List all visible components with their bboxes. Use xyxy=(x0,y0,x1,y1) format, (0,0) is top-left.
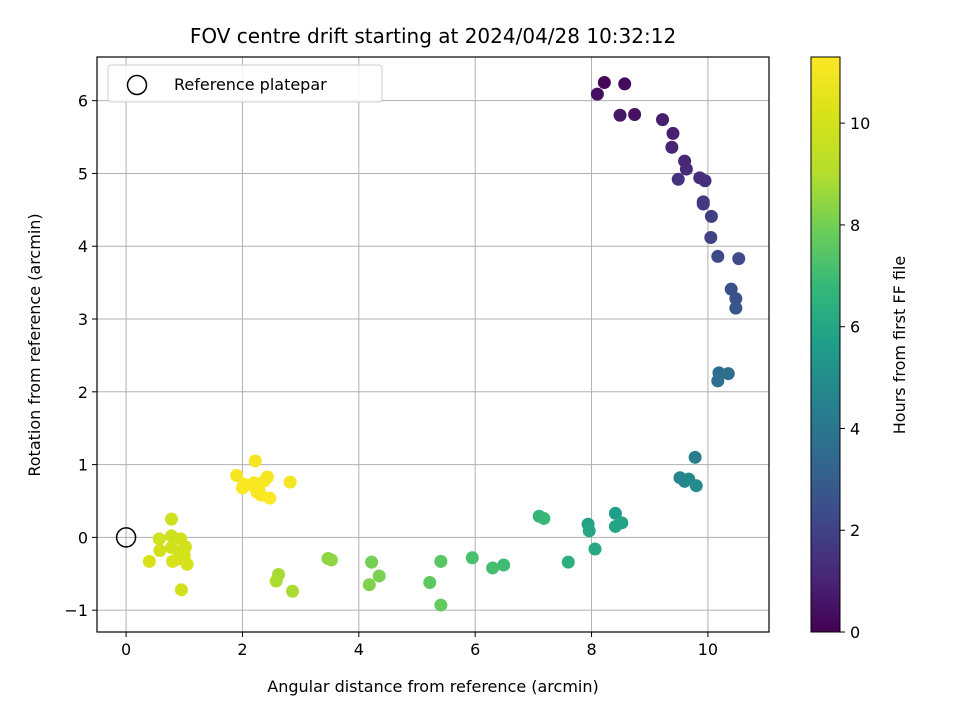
data-point xyxy=(608,506,622,520)
data-point xyxy=(597,75,611,89)
data-point xyxy=(689,479,703,493)
data-point xyxy=(628,108,642,121)
data-point xyxy=(152,532,166,546)
axis-ticks: 0 2 4 6 8 10 −1 0 1 2 3 4 5 6 xyxy=(64,92,718,659)
y-tick-label: 4 xyxy=(78,237,88,256)
data-point xyxy=(698,174,712,188)
x-tick-label: 8 xyxy=(586,640,596,659)
data-point xyxy=(732,252,746,266)
plot-frame xyxy=(96,56,770,633)
y-tick-label: 0 xyxy=(78,528,88,547)
chart-title: FOV centre drift starting at 2024/04/28 … xyxy=(190,24,676,48)
data-point xyxy=(235,481,249,495)
data-point xyxy=(671,172,685,186)
x-tick-label: 10 xyxy=(698,640,718,659)
colorbar-tick-label: 0 xyxy=(850,623,860,642)
legend-label-reference: Reference platepar xyxy=(174,75,327,94)
data-point xyxy=(269,574,283,588)
data-point xyxy=(465,551,479,565)
colorbar-tick-label: 4 xyxy=(850,419,860,438)
data-point xyxy=(618,77,632,91)
data-point xyxy=(729,292,743,306)
data-point xyxy=(656,113,670,127)
colorbar-tick-label: 10 xyxy=(850,114,870,133)
colorbar-gradient xyxy=(810,56,841,633)
data-point xyxy=(696,197,710,211)
data-point xyxy=(174,583,188,597)
colorbar-tick-label: 8 xyxy=(850,216,860,235)
colorbar-tick-label: 2 xyxy=(850,521,860,540)
y-tick-label: −1 xyxy=(64,601,88,620)
legend: Reference platepar xyxy=(107,64,383,103)
x-axis-label: Angular distance from reference (arcmin) xyxy=(267,677,598,696)
data-point xyxy=(365,555,379,569)
data-point xyxy=(166,554,180,568)
y-tick-label: 6 xyxy=(78,92,88,111)
data-point xyxy=(434,598,448,612)
data-points xyxy=(115,75,746,612)
colorbar-label: Hours from first FF file xyxy=(890,256,909,435)
data-point xyxy=(608,519,622,533)
data-point xyxy=(153,543,167,557)
data-point xyxy=(711,374,725,388)
data-point xyxy=(679,162,693,176)
data-point xyxy=(142,554,156,568)
colorbar: 0 2 4 6 8 10 Hours from first FF file xyxy=(810,56,909,642)
data-point xyxy=(665,140,679,154)
legend-box xyxy=(107,64,383,103)
data-point xyxy=(230,469,244,483)
data-point xyxy=(486,561,500,575)
data-point xyxy=(590,87,604,101)
data-point xyxy=(180,557,194,571)
data-point xyxy=(704,209,718,223)
data-point xyxy=(561,555,575,569)
data-point xyxy=(721,367,735,381)
data-point xyxy=(423,576,437,590)
y-tick-label: 5 xyxy=(78,164,88,183)
data-point xyxy=(324,553,338,567)
x-tick-label: 2 xyxy=(237,640,247,659)
data-point xyxy=(582,524,596,538)
data-point xyxy=(704,231,718,245)
data-point xyxy=(497,558,511,572)
grid-lines xyxy=(97,57,769,632)
y-tick-label: 1 xyxy=(78,456,88,475)
data-point xyxy=(248,454,262,468)
data-point xyxy=(613,108,627,122)
data-point xyxy=(263,491,277,505)
data-point xyxy=(537,511,551,525)
data-point xyxy=(285,584,299,598)
x-tick-label: 6 xyxy=(470,640,480,659)
y-axis-label: Rotation from reference (arcmin) xyxy=(25,213,44,476)
colorbar-tick-label: 6 xyxy=(850,318,860,337)
data-point xyxy=(711,249,725,263)
data-point xyxy=(164,512,178,526)
data-point xyxy=(362,578,376,592)
data-point xyxy=(372,569,386,583)
data-point xyxy=(729,301,743,315)
data-point xyxy=(666,126,680,140)
y-tick-label: 2 xyxy=(78,383,88,402)
colorbar-ticks: 0 2 4 6 8 10 xyxy=(840,114,870,642)
x-tick-label: 4 xyxy=(354,640,364,659)
reference-platepar-marker xyxy=(115,527,137,548)
x-tick-label: 0 xyxy=(121,640,131,659)
y-tick-label: 3 xyxy=(78,310,88,329)
data-point xyxy=(588,542,602,556)
data-point xyxy=(688,450,702,464)
data-point xyxy=(283,475,297,489)
legend-reference-marker xyxy=(126,74,148,96)
data-point xyxy=(434,554,448,568)
